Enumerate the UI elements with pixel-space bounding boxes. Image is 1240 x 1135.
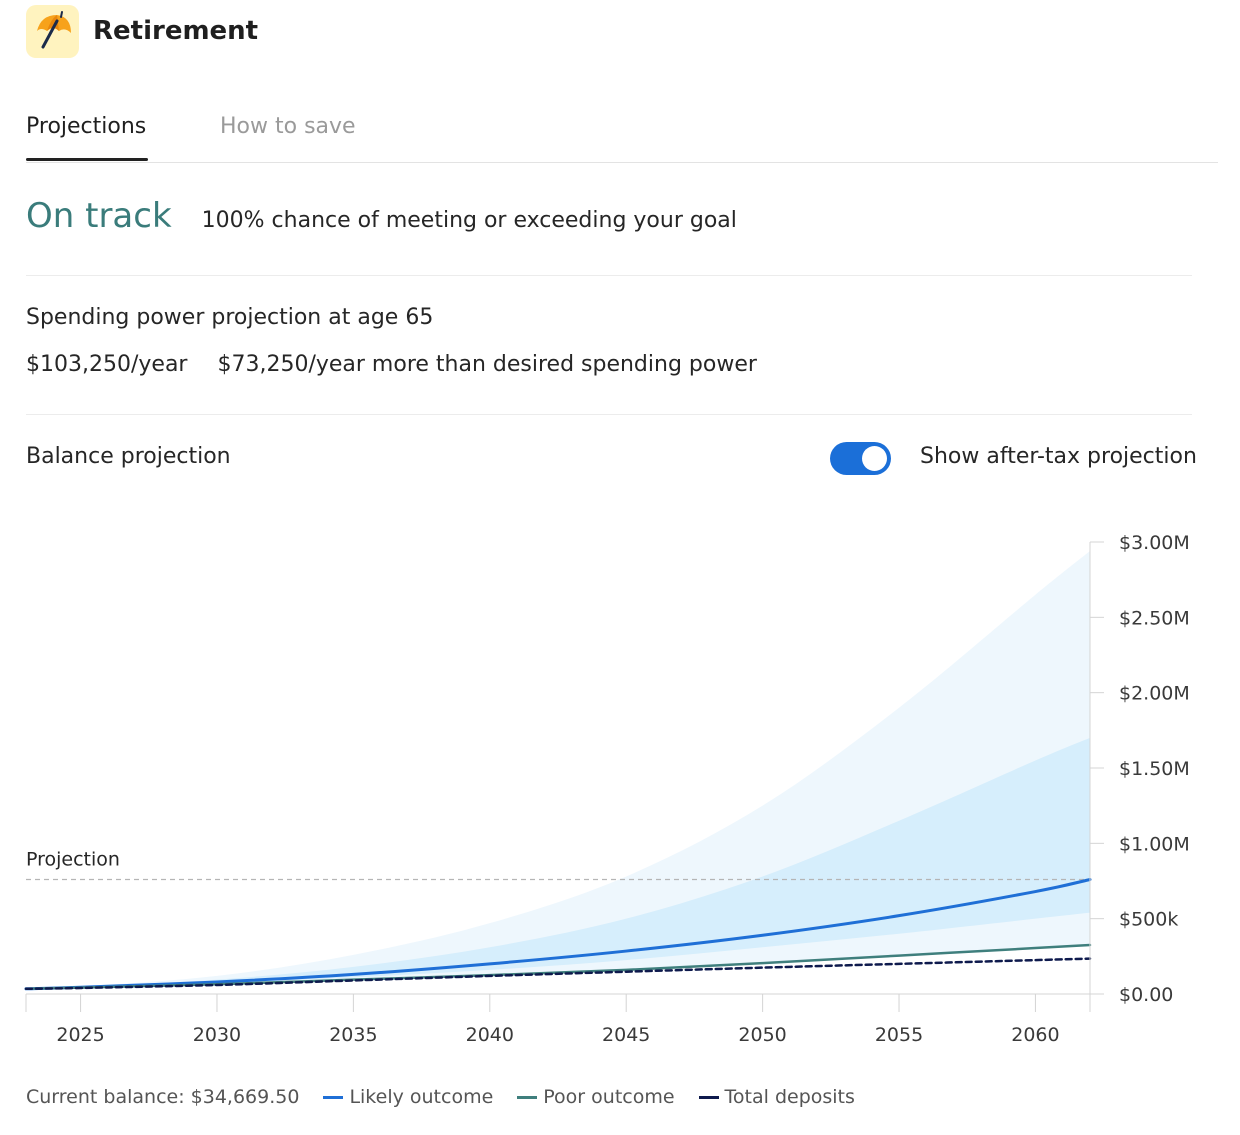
x-tick-label: 2045 xyxy=(602,1024,650,1046)
spending-extra: $73,250/year more than desired spending … xyxy=(217,352,757,377)
tab-how-to-save[interactable]: How to save xyxy=(220,114,356,139)
toggle-knob xyxy=(862,446,887,471)
legend-swatch xyxy=(698,1095,719,1099)
x-tick-label: 2030 xyxy=(193,1024,241,1046)
legend-label: Total deposits xyxy=(724,1086,855,1108)
spending-title: Spending power projection at age 65 xyxy=(26,305,434,330)
y-tick-label: $3.00M xyxy=(1119,532,1190,554)
tab-projections[interactable]: Projections xyxy=(26,114,147,139)
tab-bar: Projections How to save xyxy=(26,102,1218,163)
toggle-label: Show after-tax projection xyxy=(920,444,1197,469)
x-tick-label: 2025 xyxy=(56,1024,104,1046)
chart-legend: Current balance: $34,669.50 Likely outco… xyxy=(26,1086,855,1108)
series-line-total-deposits xyxy=(24,957,1092,991)
status-title: On track xyxy=(26,196,172,236)
legend-poor: Poor outcome xyxy=(517,1086,675,1108)
y-tick-label: $500k xyxy=(1119,909,1178,931)
after-tax-toggle[interactable] xyxy=(830,442,891,475)
y-tick-label: $1.00M xyxy=(1119,833,1190,855)
spending-value: $103,250/year xyxy=(26,352,188,377)
x-tick-label: 2035 xyxy=(329,1024,377,1046)
y-tick-label: $2.50M xyxy=(1119,607,1190,629)
divider xyxy=(26,275,1192,276)
balance-title: Balance projection xyxy=(26,444,231,469)
spending-values: $103,250/year $73,250/year more than des… xyxy=(26,352,757,377)
y-tick-label: $0.00 xyxy=(1119,984,1173,1006)
x-tick-label: 2040 xyxy=(466,1024,514,1046)
y-tick-label: $1.50M xyxy=(1119,758,1190,780)
umbrella-icon xyxy=(26,4,79,58)
balance-chart: Projection 2025 2030 2035 2040 2045 2050 2055 2… xyxy=(24,532,1190,1046)
status-description: 100% chance of meeting or exceeding your… xyxy=(201,208,737,233)
x-tick-label: 2060 xyxy=(1011,1024,1059,1046)
page-title: Retirement xyxy=(93,16,259,46)
active-tab-indicator xyxy=(26,158,148,161)
legend-deposits: Total deposits xyxy=(698,1086,855,1108)
projection-annotation-label: Projection xyxy=(26,848,120,870)
series-line-likely-outcome xyxy=(24,877,1092,991)
legend-label: Likely outcome xyxy=(349,1086,494,1108)
y-tick-label: $2.00M xyxy=(1119,683,1190,705)
x-tick-label: 2050 xyxy=(738,1024,786,1046)
x-tick-label: 2055 xyxy=(875,1024,923,1046)
legend-likely: Likely outcome xyxy=(323,1086,493,1108)
legend-label: Poor outcome xyxy=(543,1086,675,1108)
current-balance: Current balance: $34,669.50 xyxy=(26,1086,300,1108)
legend-swatch xyxy=(323,1095,344,1099)
divider xyxy=(26,414,1192,415)
status-summary: On track 100% chance of meeting or excee… xyxy=(26,196,737,236)
legend-swatch xyxy=(517,1095,538,1099)
app-header: Retirement xyxy=(26,4,258,58)
